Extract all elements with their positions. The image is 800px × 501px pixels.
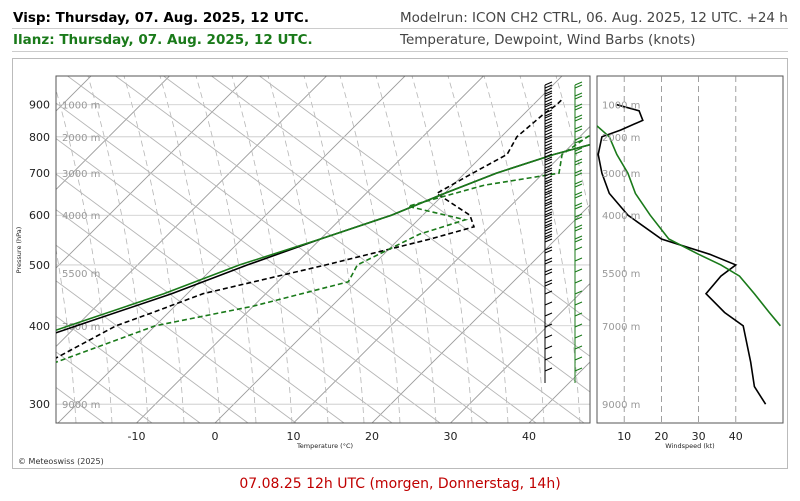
- dry-adiabat-line: [115, 76, 585, 423]
- dry-adiabat-line: [56, 351, 153, 423]
- pressure-tick-label: 700: [29, 167, 50, 180]
- isotherm-line: [371, 204, 590, 423]
- temperature-axis-label: Temperature (°C): [296, 442, 353, 450]
- visp-windspeed-line: [597, 103, 767, 405]
- windspeed-tick-label: 30: [692, 430, 706, 443]
- wind-height-label: 4000 m: [602, 211, 640, 222]
- ilanz-legend-label: Ilanz: Thursday, 07. Aug. 2025, 12 UTC.: [13, 32, 313, 48]
- height-label: 2000 m: [62, 133, 100, 144]
- dry-adiabat-line: [56, 422, 57, 423]
- forecast-caption: 07.08.25 12h UTC (morgen, Donnerstag, 14…: [239, 476, 561, 492]
- windspeed-tick-label: 20: [654, 430, 668, 443]
- temperature-tick-label: 30: [444, 430, 458, 443]
- visp-legend-label: Visp: Thursday, 07. Aug. 2025, 12 UTC.: [13, 10, 309, 26]
- isotherm-line: [214, 76, 563, 423]
- moist-adiabat-line: [519, 76, 581, 423]
- moist-adiabat-line: [195, 76, 257, 423]
- temperature-tick-label: 40: [522, 430, 536, 443]
- isotherm-line: [56, 76, 249, 269]
- moist-adiabat-line: [159, 76, 221, 423]
- isotherm-line: [57, 76, 406, 423]
- visp-dewpoint-line: [56, 99, 562, 359]
- moist-adiabat-line: [56, 247, 77, 423]
- moist-adiabat-line: [56, 88, 113, 423]
- dry-adiabat-line: [67, 76, 537, 423]
- pressure-tick-label: 400: [29, 320, 50, 333]
- dry-adiabat-line: [56, 244, 297, 423]
- wind-height-label: 1000 m: [602, 101, 640, 112]
- moist-adiabat-line: [231, 76, 293, 423]
- moist-adiabat-line: [375, 76, 437, 423]
- height-label: 3000 m: [62, 169, 100, 180]
- header-divider-bottom: [12, 51, 788, 52]
- dry-adiabat-line: [259, 76, 590, 322]
- pressure-tick-label: 800: [29, 131, 50, 144]
- moist-adiabat-line: [339, 76, 401, 423]
- isotherm-line: [135, 76, 485, 423]
- dry-adiabat-line: [56, 209, 345, 423]
- moist-adiabat-line: [447, 76, 509, 423]
- moist-adiabat-line: [483, 76, 545, 423]
- profiles: [56, 99, 590, 364]
- pressure-tick-label: 900: [29, 99, 50, 112]
- ilanz-dewpoint-line: [56, 134, 590, 364]
- wind-height-label: 9000 m: [602, 400, 640, 411]
- ilanz-windspeed-line: [597, 124, 782, 327]
- isotherm-line: [56, 76, 328, 348]
- moist-adiabat-line: [303, 76, 365, 423]
- height-label: 9000 m: [62, 400, 100, 411]
- skew-plot-border: [55, 75, 591, 424]
- temperature-tick-label: -10: [128, 430, 146, 443]
- height-label: 7000 m: [62, 322, 100, 333]
- copyright-note: © Meteoswiss (2025): [18, 457, 104, 466]
- wind-barbs: [544, 81, 583, 383]
- windspeed-axis-label: Windspeed (kt): [665, 442, 714, 450]
- temperature-tick-label: 20: [365, 430, 379, 443]
- temperature-tick-label: 0: [212, 430, 219, 443]
- pressure-tick-label: 600: [29, 209, 50, 222]
- dry-adiabat-line: [211, 76, 590, 357]
- dry-adiabat-line: [56, 102, 489, 423]
- wind-height-label: 3000 m: [602, 169, 640, 180]
- dry-adiabat-line: [163, 76, 590, 393]
- moist-adiabat-line: [267, 76, 329, 423]
- header-divider: [12, 28, 788, 29]
- modelrun-info: Modelrun: ICON CH2 CTRL, 06. Aug. 2025, …: [400, 10, 788, 26]
- isotherm-line: [56, 76, 171, 191]
- wind-height-label: 5500 m: [602, 269, 640, 280]
- skew-grid: [0, 76, 590, 423]
- pressure-tick-label: 500: [29, 259, 50, 272]
- moist-adiabat-line: [555, 76, 590, 220]
- pressure-axis-label: Pressure (hPa): [15, 227, 23, 274]
- height-label: 1000 m: [62, 101, 100, 112]
- temperature-tick-label: 10: [287, 430, 301, 443]
- moist-adiabat-line: [411, 76, 473, 423]
- dry-adiabat-line: [56, 137, 441, 423]
- moist-adiabat-line: [87, 76, 149, 423]
- moist-adiabat-line: [123, 76, 185, 423]
- dry-adiabat-line: [56, 280, 249, 423]
- dry-adiabat-line: [56, 315, 201, 423]
- windspeed-tick-label: 10: [617, 430, 631, 443]
- dry-adiabat-line: [56, 173, 393, 423]
- chart-subtitle: Temperature, Dewpoint, Wind Barbs (knots…: [400, 32, 696, 48]
- height-label: 4000 m: [62, 211, 100, 222]
- windspeed-tick-label: 40: [729, 430, 743, 443]
- isotherm-line: [449, 282, 590, 423]
- wind-height-label: 7000 m: [602, 322, 640, 333]
- dry-adiabat-line: [0, 76, 8, 423]
- isotherm-line: [528, 361, 590, 423]
- height-label: 5500 m: [62, 269, 100, 280]
- pressure-tick-label: 300: [29, 398, 50, 411]
- wind-height-label: 2000 m: [602, 133, 640, 144]
